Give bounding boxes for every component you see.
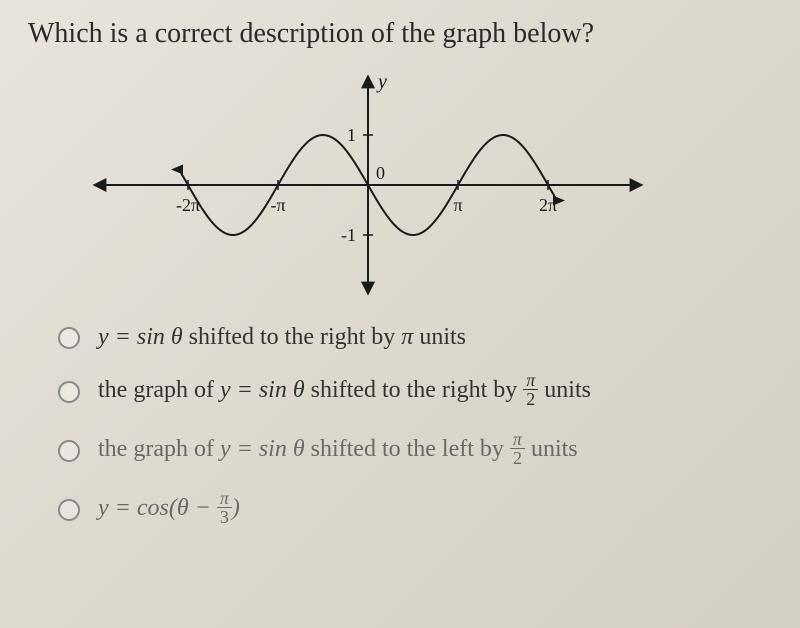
svg-text:0: 0 bbox=[376, 163, 385, 183]
question-text: Which is a correct description of the gr… bbox=[28, 18, 772, 50]
option-3[interactable]: the graph of y = sin θ shifted to the le… bbox=[28, 432, 772, 469]
option-1[interactable]: y = sin θ shifted to the right by π unit… bbox=[28, 324, 772, 351]
svg-text:-1: -1 bbox=[341, 225, 356, 245]
svg-text:π: π bbox=[453, 195, 462, 215]
svg-text:-π: -π bbox=[270, 195, 285, 215]
options-list: y = sin θ shifted to the right by π unit… bbox=[28, 324, 772, 528]
graph-container: y0-2π-ππ2π1-1 bbox=[88, 70, 648, 300]
option-4-text: y = cos(θ − π3) bbox=[98, 491, 240, 528]
radio-3[interactable] bbox=[58, 440, 80, 462]
svg-text:1: 1 bbox=[347, 125, 356, 145]
radio-4[interactable] bbox=[58, 499, 80, 521]
graph-svg: y0-2π-ππ2π1-1 bbox=[88, 70, 648, 300]
option-2-text: the graph of y = sin θ shifted to the ri… bbox=[98, 373, 591, 410]
option-1-text: y = sin θ shifted to the right by π unit… bbox=[98, 324, 466, 351]
radio-2[interactable] bbox=[58, 381, 80, 403]
radio-1[interactable] bbox=[58, 327, 80, 349]
svg-text:y: y bbox=[376, 71, 387, 93]
option-2[interactable]: the graph of y = sin θ shifted to the ri… bbox=[28, 373, 772, 410]
option-3-text: the graph of y = sin θ shifted to the le… bbox=[98, 432, 578, 469]
option-4[interactable]: y = cos(θ − π3) bbox=[28, 491, 772, 528]
